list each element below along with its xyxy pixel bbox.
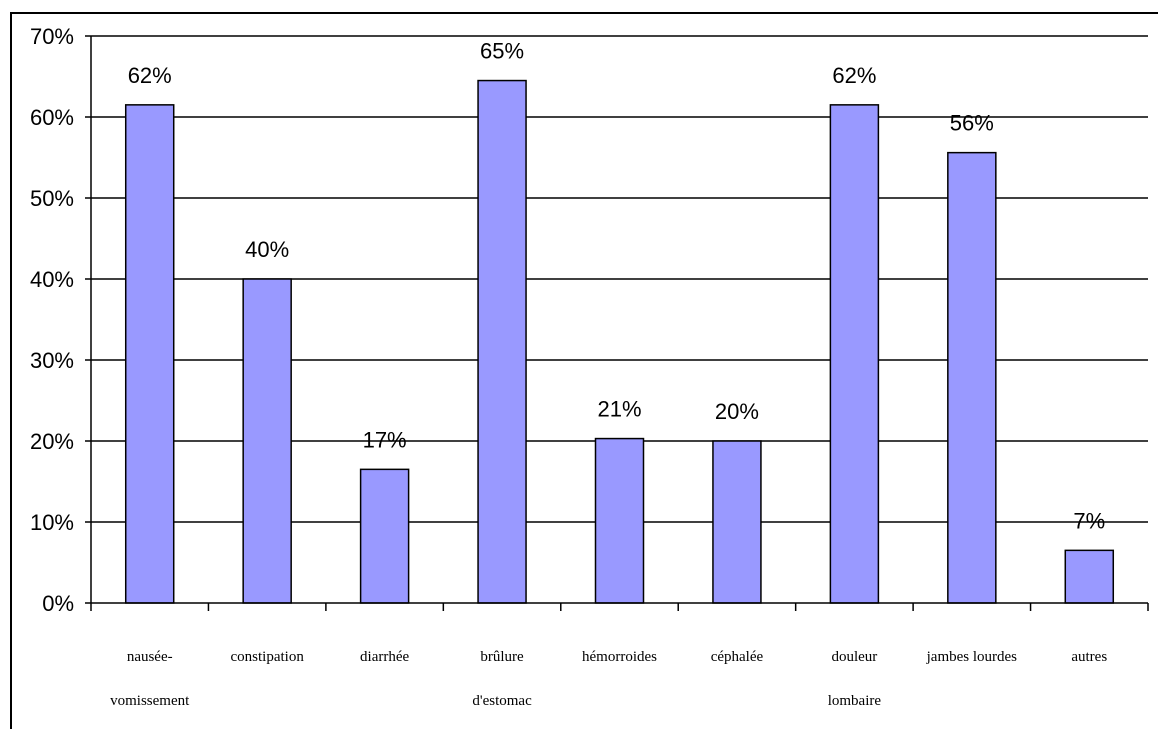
data-label: 65%: [480, 39, 524, 64]
data-label: 62%: [128, 63, 172, 88]
x-category-label: douleur: [831, 649, 877, 665]
bar: [594, 437, 645, 604]
x-category-label: jambes lourdes: [926, 649, 1018, 665]
bar: [829, 104, 880, 604]
x-category-label: hémorroides: [582, 649, 657, 665]
x-category-label: vomissement: [110, 693, 190, 709]
chart-frame: [10, 12, 1158, 729]
x-category-label: constipation: [231, 649, 305, 665]
bar: [124, 104, 175, 604]
bar: [712, 440, 762, 604]
bar: [477, 79, 527, 604]
data-label: 56%: [950, 111, 994, 136]
x-category-label: d'estomac: [472, 693, 532, 709]
x-category-label: brûlure: [480, 649, 524, 665]
y-tick-label: 0%: [42, 591, 74, 616]
bar: [359, 468, 410, 604]
y-tick-label: 10%: [30, 510, 74, 535]
bar: [242, 278, 292, 604]
data-label: 7%: [1073, 508, 1105, 533]
data-label: 40%: [245, 237, 289, 262]
data-label: 17%: [363, 427, 407, 452]
x-category-label: autres: [1071, 649, 1107, 665]
data-label: 20%: [715, 399, 759, 424]
x-category-label: diarrhée: [360, 649, 409, 665]
y-tick-label: 50%: [30, 186, 74, 211]
data-label: 62%: [832, 63, 876, 88]
y-tick-label: 30%: [30, 348, 74, 373]
bar: [947, 151, 997, 604]
x-category-label: nausée-: [127, 649, 173, 665]
x-category-label: lombaire: [828, 693, 882, 709]
data-label: 21%: [597, 397, 641, 422]
y-tick-label: 40%: [30, 267, 74, 292]
x-category-label: céphalée: [711, 649, 764, 665]
y-tick-label: 20%: [30, 429, 74, 454]
bar: [1064, 549, 1115, 604]
y-tick-label: 70%: [30, 24, 74, 49]
y-tick-label: 60%: [30, 105, 74, 130]
